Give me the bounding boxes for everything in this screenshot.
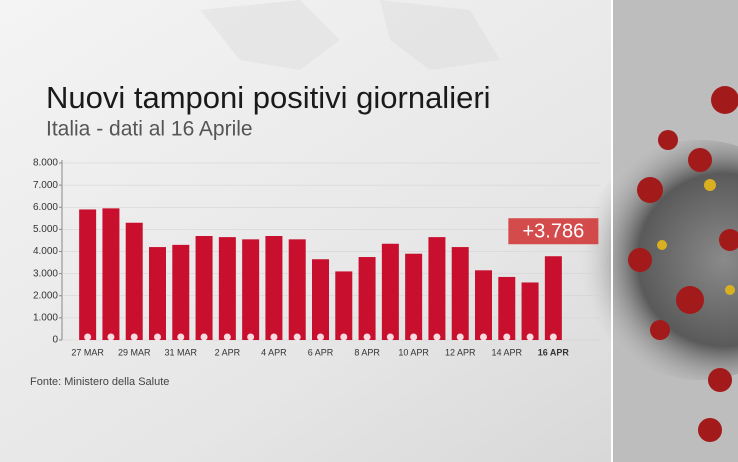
x-tick-label: 31 MAR [165,347,198,357]
bar [358,257,376,340]
bar-dot [456,333,464,341]
world-map [200,0,500,70]
bar [288,239,306,340]
bar [195,236,213,340]
bar-dot [84,333,92,341]
chart-subtitle: Italia - dati al 16 Aprile [46,118,253,141]
bar-dot [386,333,394,341]
bar-dot [247,333,255,341]
x-tick-label: 6 APR [308,347,334,357]
x-tick-label: 12 APR [445,347,476,357]
bar-dot [363,333,371,341]
y-tick-label: 1.000 [33,313,58,324]
bar [242,239,260,340]
bar [451,247,469,340]
bar-dot [130,333,138,341]
y-tick-label: 0 [52,335,58,346]
x-tick-label: 4 APR [261,347,287,357]
y-tick-label: 2.000 [33,290,58,301]
y-tick-label: 3.000 [33,268,58,279]
value-label-box [508,218,599,245]
y-tick-label: 6.000 [33,202,58,213]
x-tick-label: 2 APR [215,347,241,357]
bar-dot [200,333,208,341]
y-tick-label: 5.000 [33,224,58,235]
bar-dot [107,333,115,341]
virus-spikes [628,86,738,442]
bar [149,247,166,340]
bar-dot [480,333,487,341]
bar [335,271,353,340]
bar [125,222,143,340]
value-label: +3.786 [522,221,584,243]
bar-dot [293,333,301,341]
x-tick-label: 14 APR [492,347,523,357]
y-tick-label: 4.000 [33,246,58,257]
bar [405,253,423,340]
bar [521,282,539,340]
bar-dot [317,333,324,341]
bar-dot [340,333,348,341]
bar-dot [177,333,185,341]
virus-spikes-yellow [657,179,735,295]
bar-dot [270,333,278,341]
x-tick-label: 27 MAR [71,347,104,357]
y-tick-label: 7.000 [33,180,58,191]
bar-dot [503,333,511,341]
bar [172,244,190,340]
bar [79,209,97,340]
bar [381,243,399,340]
x-tick-label: 8 APR [354,347,380,357]
bar [102,208,120,340]
bar-dot [433,333,441,341]
bar [265,236,283,340]
bar-dot [410,333,418,341]
x-tick-label: 16 APR [538,347,570,357]
bar-dot [549,333,557,341]
x-tick-label: 29 MAR [118,347,151,357]
source: Fonte: Ministero della Salute [30,376,169,388]
bar [544,256,562,340]
bar-dot [223,333,231,341]
bar [218,237,236,340]
chart-title: Nuovi tamponi positivi giornalieri [46,80,491,115]
bar [475,270,492,340]
bar [312,259,329,340]
y-tick-label: 8.000 [33,158,58,169]
bar [428,237,446,340]
virus-image [580,140,738,380]
x-tick-label: 10 APR [398,347,429,357]
bar-dot [526,333,534,341]
bar [498,276,516,340]
bar-dot [154,333,161,341]
